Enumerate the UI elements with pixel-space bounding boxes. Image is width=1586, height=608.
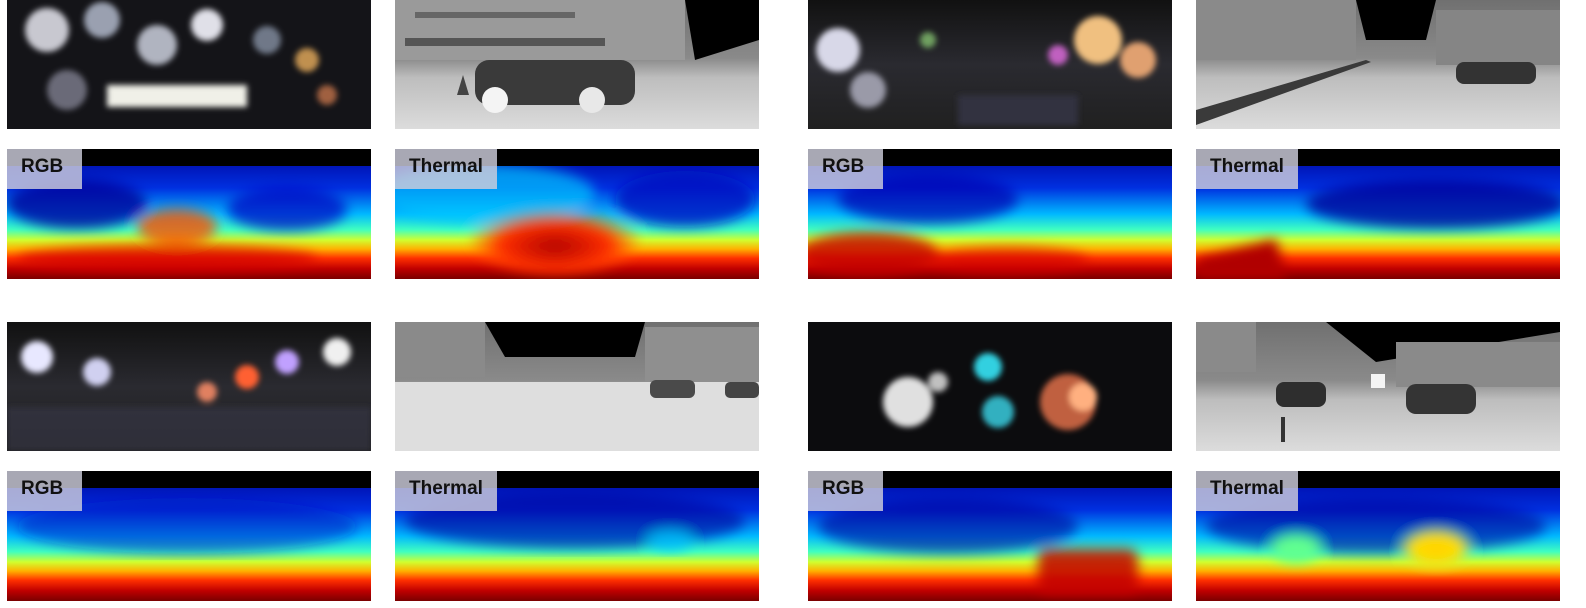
rgb-image-4 (808, 322, 1172, 451)
thermal-image-3 (395, 322, 759, 451)
thermal-image-2 (1196, 0, 1560, 129)
thermal-label: Thermal (395, 149, 497, 189)
rgb-label: RGB (7, 471, 82, 511)
thermal-depth-map-2: Thermal (1196, 149, 1560, 279)
rgb-depth-map-3: RGB (7, 471, 371, 601)
rgb-image-1 (7, 0, 371, 129)
thermal-image-1 (395, 0, 759, 129)
rgb-depth-map-1: RGB (7, 149, 371, 279)
top-black-strip (808, 149, 1172, 166)
top-black-strip (7, 149, 371, 166)
rgb-image-3 (7, 322, 371, 451)
rgb-depth-map-2: RGB (808, 149, 1172, 279)
thermal-depth-map-1: Thermal (395, 149, 759, 279)
rgb-depth-map-4: RGB (808, 471, 1172, 601)
top-black-strip (808, 471, 1172, 488)
thermal-label: Thermal (1196, 471, 1298, 511)
thermal-label: Thermal (1196, 149, 1298, 189)
rgb-label: RGB (808, 149, 883, 189)
thermal-image-4 (1196, 322, 1560, 451)
thermal-depth-map-3: Thermal (395, 471, 759, 601)
rgb-label: RGB (808, 471, 883, 511)
top-black-strip (7, 471, 371, 488)
thermal-label: Thermal (395, 471, 497, 511)
rgb-image-2 (808, 0, 1172, 129)
thermal-depth-map-4: Thermal (1196, 471, 1560, 601)
rgb-label: RGB (7, 149, 82, 189)
